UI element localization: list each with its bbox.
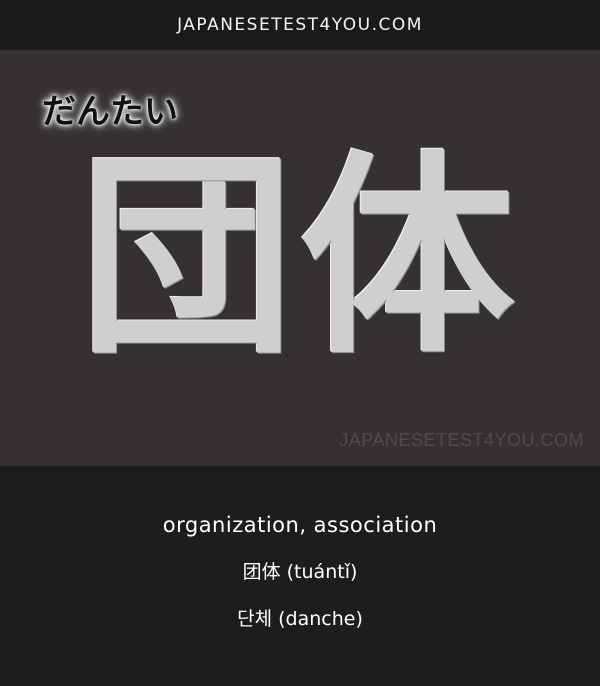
korean-translation: 단체 (danche) bbox=[237, 608, 363, 630]
watermark: JAPANESETEST4YOU.COM bbox=[339, 430, 584, 450]
translation-panel: organization, association 团体 (tuántǐ) 단체… bbox=[0, 466, 600, 686]
chinese-translation: 团体 (tuántǐ) bbox=[242, 561, 358, 583]
hiragana-reading: だんたい bbox=[42, 92, 178, 132]
site-title: JAPANESETEST4YOU.COM bbox=[177, 15, 423, 35]
kanji-word: 団体 bbox=[79, 132, 521, 383]
flashcard: だんたい 団体 JAPANESETEST4YOU.COM bbox=[0, 50, 600, 466]
site-header: JAPANESETEST4YOU.COM bbox=[0, 0, 600, 50]
english-meaning: organization, association bbox=[162, 513, 438, 537]
